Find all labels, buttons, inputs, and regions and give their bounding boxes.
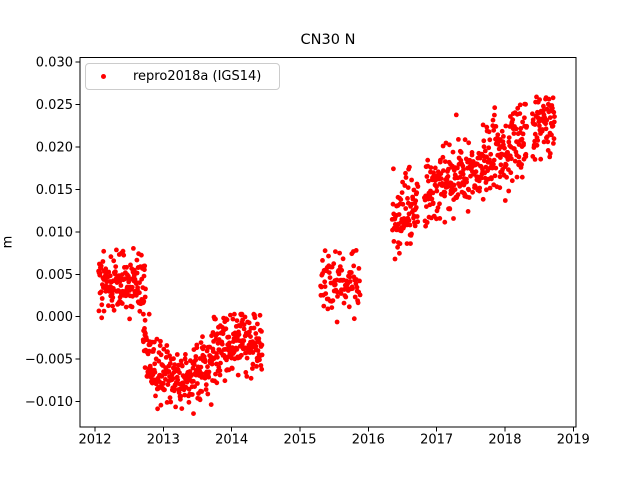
x-tick-label: 2015: [283, 433, 316, 448]
legend-label: repro2018a (IGS14): [133, 69, 262, 84]
axes-spines: [79, 57, 577, 428]
y-tick-label: 0.020: [36, 140, 73, 155]
legend-marker-dot: [101, 74, 106, 79]
x-tick-label: 2014: [215, 433, 248, 448]
y-tick-label: 0.010: [36, 225, 73, 240]
x-tick-label: 2016: [352, 433, 385, 448]
y-tick-label: 0.005: [36, 268, 73, 283]
y-tick-label: −0.010: [25, 395, 73, 410]
chart-title: CN30 N: [300, 32, 356, 48]
x-axis-ticks: [94, 427, 574, 432]
x-tick-label: 2012: [78, 433, 111, 448]
x-tick-label: 2019: [557, 433, 590, 448]
legend: repro2018a (IGS14): [85, 63, 280, 90]
y-tick-label: −0.005: [25, 353, 73, 368]
y-tick-label: 0.015: [36, 183, 73, 198]
x-tick-label: 2017: [420, 433, 453, 448]
y-axis-label: m: [0, 235, 16, 249]
data-points: [96, 94, 557, 416]
x-tick-label: 2018: [488, 433, 521, 448]
x-axis-tick-labels: 2012 2013 2014 2015 2016 2017 2018 2019: [78, 433, 589, 448]
x-tick-label: 2013: [147, 433, 180, 448]
y-tick-label: 0.030: [36, 55, 73, 70]
y-axis-ticks: [75, 61, 80, 403]
y-axis-tick-labels: 0.030 0.025 0.020 0.015 0.010 0.005 0.000 −0.00…: [25, 55, 73, 410]
y-tick-label: 0.000: [36, 310, 73, 325]
y-tick-label: 0.025: [36, 98, 73, 113]
